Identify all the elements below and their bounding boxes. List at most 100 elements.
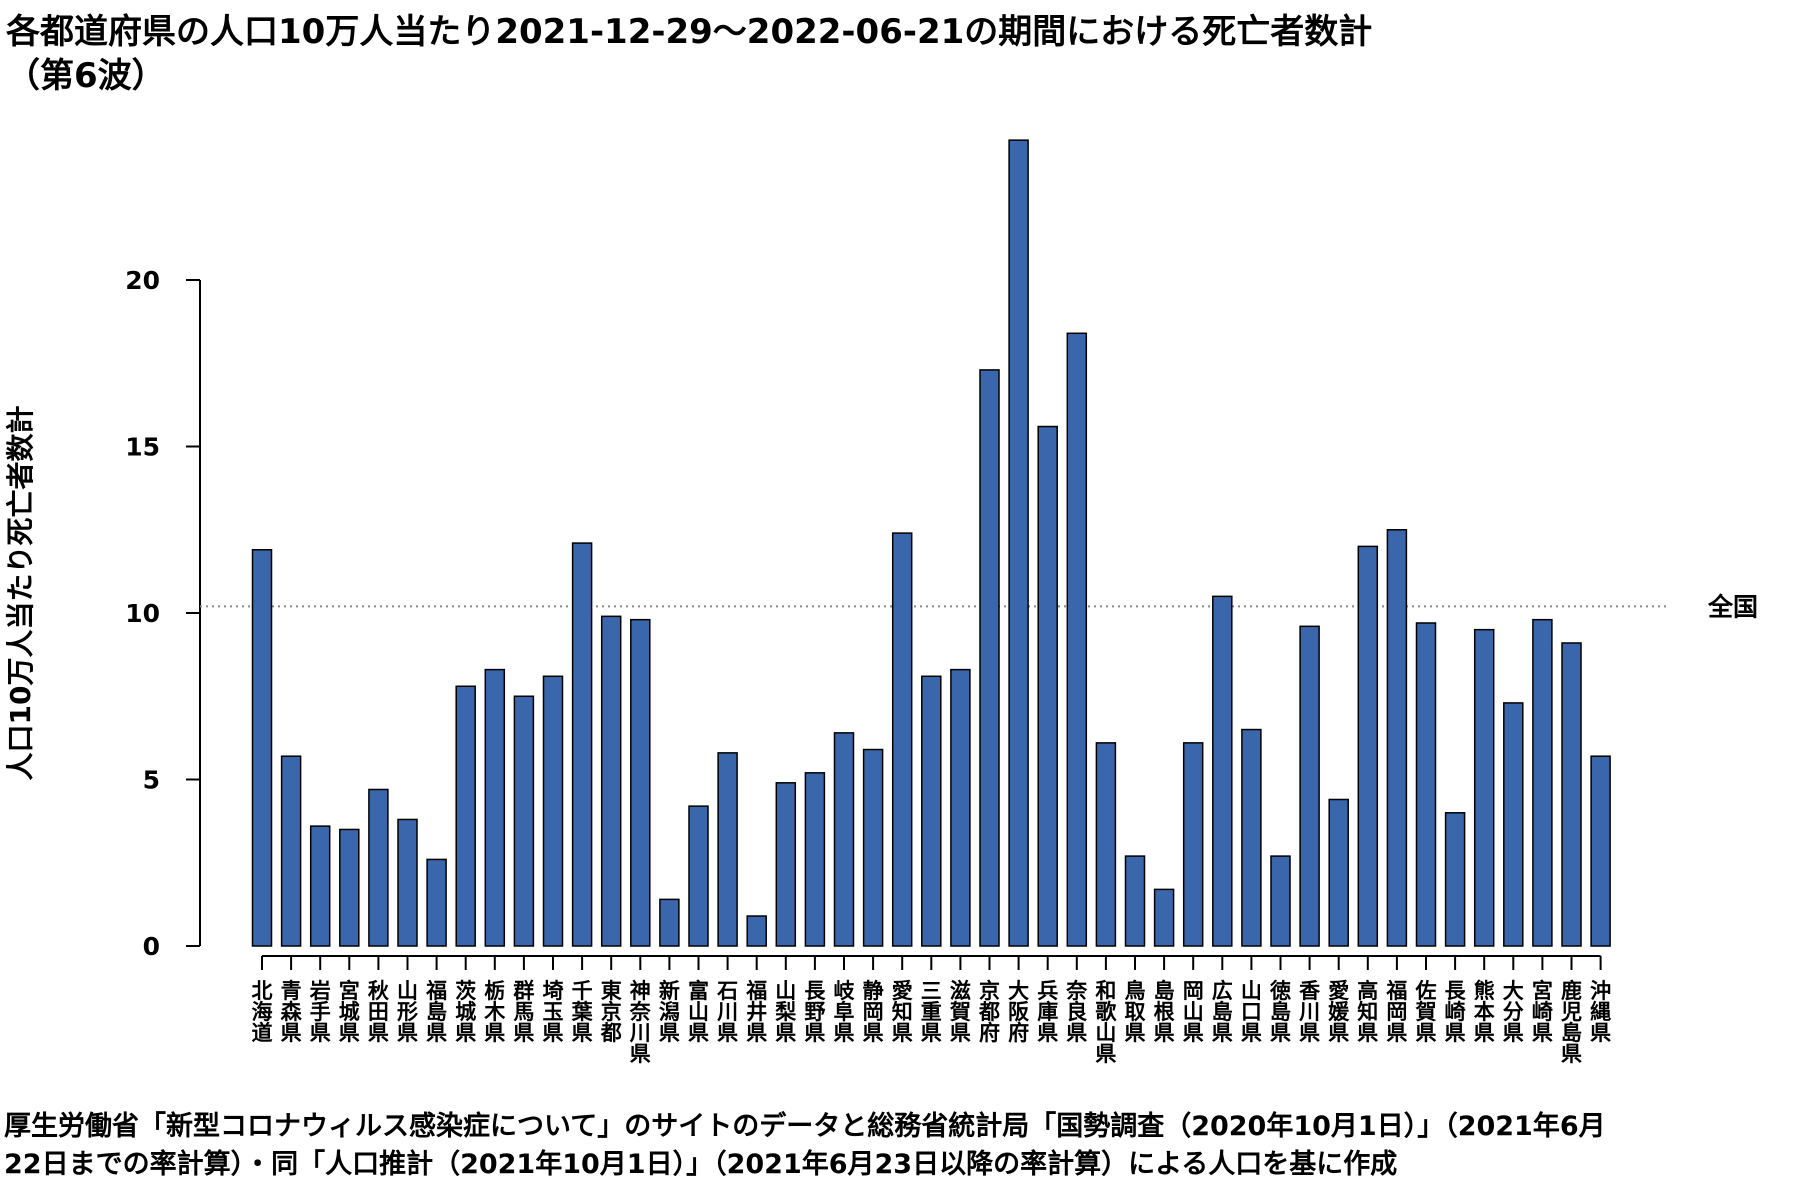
x-tick-label: 愛媛県 <box>1327 979 1350 1045</box>
x-tick-label: 兵庫県 <box>1037 979 1058 1045</box>
x-tick-label: 奈良県 <box>1065 979 1088 1045</box>
x-tick-label: 宮城県 <box>339 979 360 1045</box>
bar-18 <box>775 782 797 947</box>
bar-37 <box>1328 798 1349 947</box>
x-tick-label: 徳島県 <box>1269 979 1291 1045</box>
bar-35 <box>1270 855 1291 947</box>
bar-32 <box>1182 742 1204 947</box>
x-tick-label: 山口県 <box>1241 979 1262 1045</box>
bar-3 <box>339 828 360 947</box>
chart-title-line2: （第6波） <box>6 56 166 96</box>
x-tick-label: 佐賀県 <box>1415 979 1437 1045</box>
x-tick-label: 京都府 <box>978 979 1000 1045</box>
bar-26 <box>1008 139 1029 947</box>
y-tick-label: 0 <box>143 932 160 961</box>
x-tick-label: 静岡県 <box>863 979 884 1045</box>
x-tick-label: 長崎県 <box>1445 979 1467 1045</box>
x-tick-label: 岐阜県 <box>834 979 856 1045</box>
x-tick-label: 広島県 <box>1212 979 1233 1045</box>
bar-25 <box>979 369 1000 947</box>
source-note-line2: 22日までの率計算）・同「人口推計（2021年10月1日）」（2021年6月23… <box>4 1149 1398 1180</box>
x-tick-label: 福井県 <box>745 979 767 1045</box>
y-tick-label: 10 <box>125 599 160 628</box>
bar-9 <box>513 695 535 947</box>
x-tick-label: 福島県 <box>425 979 447 1045</box>
x-tick-label: 香川県 <box>1298 979 1321 1045</box>
bar-42 <box>1473 628 1495 947</box>
bar-41 <box>1444 812 1466 947</box>
x-tick-label: 東京都 <box>600 979 622 1045</box>
y-tick-label: 20 <box>125 266 160 295</box>
bar-17 <box>746 915 767 947</box>
bar-28 <box>1066 332 1088 947</box>
x-tick-label: 岩手県 <box>309 979 331 1045</box>
x-tick-label: 青森県 <box>281 979 303 1045</box>
x-tick-label: 山形県 <box>397 979 418 1045</box>
bar-19 <box>804 772 826 947</box>
x-tick-label: 秋田県 <box>368 979 390 1045</box>
x-tick-label: 北海道 <box>252 979 273 1045</box>
bar-1 <box>280 755 302 947</box>
bar-10 <box>542 675 564 947</box>
bar-30 <box>1124 855 1146 947</box>
bar-38 <box>1357 545 1379 947</box>
x-tick-label: 茨城県 <box>455 979 476 1045</box>
bar-8 <box>484 668 506 947</box>
national-average-label: 全国 <box>1707 592 1758 621</box>
bar-2 <box>309 825 331 947</box>
x-tick-label: 大阪府 <box>1008 979 1030 1045</box>
bar-44 <box>1532 618 1553 947</box>
y-tick-label: 15 <box>125 433 160 462</box>
x-tick-label: 千葉県 <box>571 979 594 1045</box>
bar-36 <box>1299 625 1320 947</box>
bar-14 <box>659 898 680 947</box>
x-tick-label: 埼玉県 <box>543 979 564 1045</box>
source-note-line1: 厚生労働省「新型コロナウィルス感染症について」のサイトのデータと総務省統計局「国… <box>4 1111 1606 1142</box>
x-tick-label: 大分県 <box>1503 979 1524 1045</box>
x-tick-label: 三重県 <box>921 979 942 1045</box>
bar-23 <box>921 675 942 947</box>
bar-43 <box>1503 702 1524 947</box>
x-tick-label: 群馬県 <box>513 979 534 1045</box>
x-tick-label: 鳥取県 <box>1125 979 1146 1045</box>
bar-20 <box>833 732 855 947</box>
x-tick-label: 神奈川県 <box>629 979 652 1066</box>
bar-16 <box>717 752 738 947</box>
x-tick-label: 鹿児島県 <box>1560 979 1582 1066</box>
bar-11 <box>571 542 593 947</box>
x-tick-label: 愛知県 <box>892 979 913 1045</box>
chart-title: 各都道府県の人口10万人当たり2021-12-29〜2022-06-21の期間に… <box>6 10 1372 98</box>
bar-6 <box>426 858 447 947</box>
x-tick-label: 熊本県 <box>1474 979 1495 1045</box>
x-tick-label: 岡山県 <box>1183 979 1204 1045</box>
bar-45 <box>1561 642 1582 947</box>
bar-46 <box>1590 755 1611 947</box>
y-axis-label: 人口10万人当たり死亡者数計 <box>4 406 37 781</box>
bar-5 <box>397 818 418 947</box>
source-note: 厚生労働省「新型コロナウィルス感染症について」のサイトのデータと総務省統計局「国… <box>4 1108 1794 1184</box>
x-tick-label: 栃木県 <box>483 979 506 1045</box>
bar-27 <box>1037 425 1058 947</box>
bar-13 <box>630 618 651 947</box>
x-tick-label: 富山県 <box>688 979 709 1045</box>
bar-4 <box>368 788 389 947</box>
bar-21 <box>862 748 884 947</box>
x-tick-label: 長野県 <box>804 979 826 1045</box>
x-tick-label: 島根県 <box>1154 979 1175 1045</box>
bar-33 <box>1212 595 1233 947</box>
x-tick-label: 滋賀県 <box>949 979 971 1045</box>
x-tick-label: 石川県 <box>716 979 738 1045</box>
bar-40 <box>1415 622 1437 947</box>
bar-22 <box>891 532 913 947</box>
bar-7 <box>455 685 476 947</box>
y-tick-label: 5 <box>143 766 160 795</box>
x-tick-label: 新潟県 <box>659 979 680 1045</box>
bar-15 <box>688 805 709 947</box>
x-tick-label: 高知県 <box>1357 979 1378 1045</box>
bar-24 <box>950 668 971 947</box>
bar-12 <box>600 615 622 947</box>
bar-0 <box>251 548 273 947</box>
bar-31 <box>1153 888 1175 947</box>
bar-29 <box>1095 742 1117 947</box>
